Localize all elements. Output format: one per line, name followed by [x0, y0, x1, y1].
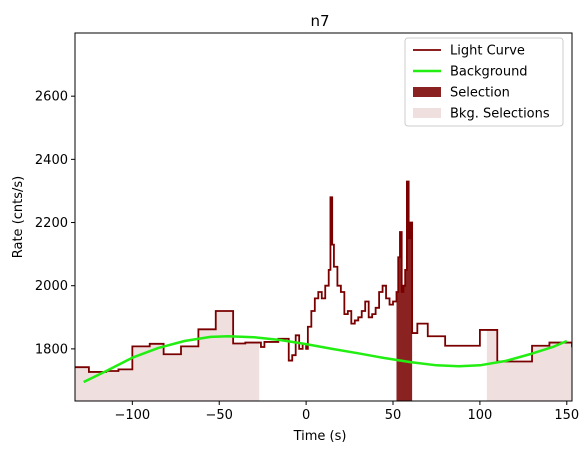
x-tick-label: −50 — [206, 408, 233, 423]
y-axis-label: Rate (cnts/s) — [11, 176, 26, 259]
legend-label: Background — [450, 65, 528, 80]
x-tick-label: −100 — [114, 408, 150, 423]
y-axis: 1800 2000 2200 2400 2600 — [35, 90, 75, 357]
y-tick-label: 1800 — [35, 342, 68, 357]
y-tick-label: 2000 — [35, 279, 68, 294]
y-tick-label: 2400 — [35, 153, 68, 168]
legend: Light Curve Background Selection Bkg. Selec… — [404, 37, 564, 127]
x-axis: −100 −50 0 50 100 150 — [114, 401, 579, 423]
legend-box — [404, 37, 564, 127]
x-tick-label: 100 — [467, 408, 492, 423]
legend-swatch-patch — [413, 87, 441, 97]
legend-swatch-patch — [413, 108, 441, 118]
x-tick-label: 50 — [385, 408, 402, 423]
light-curve-line — [75, 180, 572, 373]
bkg-selection-region-1 — [75, 310, 260, 401]
plot-content — [75, 180, 572, 401]
y-tick-label: 2600 — [35, 90, 68, 105]
x-axis-label: Time (s) — [293, 429, 347, 444]
x-tick-label: 0 — [302, 408, 310, 423]
x-tick-label: 150 — [554, 408, 579, 423]
chart-title: n7 — [310, 12, 329, 30]
plot-frame — [74, 32, 573, 402]
y-tick-label: 2200 — [35, 216, 68, 231]
legend-label: Bkg. Selections — [450, 107, 550, 122]
legend-label: Selection — [450, 86, 510, 101]
legend-label: Light Curve — [450, 44, 525, 59]
background-line — [83, 334, 568, 384]
